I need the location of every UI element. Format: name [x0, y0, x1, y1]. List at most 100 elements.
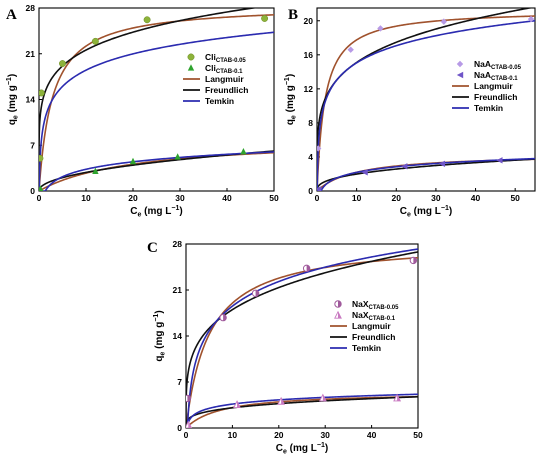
x-tick-label: 50 — [510, 193, 520, 203]
temkin-fit-curve-2 — [39, 151, 274, 191]
freundlich-fit-curve-1 — [186, 251, 418, 422]
legend-entry: NaACTAB-0.1 — [474, 70, 518, 82]
x-axis-label: Ce (mg L−1) — [276, 442, 328, 456]
x-tick-label: 30 — [320, 430, 330, 440]
panel-a: A 0 10 20 30 40 50 0 7 14 21 28 Ce (mg L−1) qe (mg g−… — [6, 3, 279, 219]
legend-entry: NaXCTAB-0.1 — [352, 310, 396, 322]
panel-c: C 0 10 20 30 40 50 0 7 14 21 28 Ce (mg L−1) qe (mg g−… — [147, 239, 423, 456]
data-point-series-1 — [347, 46, 354, 53]
freundlich-fit-curve-1 — [39, 8, 259, 172]
x-tick-label: 10 — [228, 430, 238, 440]
data-point-series-2 — [174, 153, 181, 160]
data-point-series-1 — [39, 154, 44, 162]
x-tick-label: 10 — [81, 193, 91, 203]
legend-marker — [187, 53, 195, 61]
y-axis-label: qe (mg g−1) — [284, 74, 298, 125]
data-point-series-1 — [409, 256, 418, 265]
panel-letter: A — [6, 7, 17, 23]
legend-entry: CliCTAB-0.05 — [205, 52, 246, 64]
legend-marker — [334, 310, 342, 319]
temkin-fit-curve-1 — [39, 31, 274, 191]
x-tick-label: 50 — [269, 193, 279, 203]
legend-entry: NaXCTAB-0.05 — [352, 299, 399, 311]
temkin-fit-curve-2 — [317, 157, 535, 191]
data-point-series-2 — [318, 393, 327, 402]
x-tick-label: 0 — [184, 430, 189, 440]
data-point-series-2 — [39, 185, 44, 191]
y-tick-label: 12 — [304, 84, 314, 94]
legend-entry: Langmuir — [352, 321, 391, 331]
x-tick-label: 40 — [471, 193, 481, 203]
y-axis-label: qe (mg g−1) — [153, 310, 167, 361]
data-point-series-2 — [393, 393, 402, 402]
panel-letter: C — [147, 240, 158, 256]
y-tick-label: 0 — [177, 423, 182, 433]
data-point-series-2 — [438, 160, 446, 167]
y-tick-label: 8 — [308, 118, 313, 128]
x-tick-label: 20 — [128, 193, 138, 203]
legend-entry: Freundlich — [205, 85, 248, 95]
data-point-series-2 — [496, 157, 503, 164]
freundlich-fit-curve-2 — [39, 150, 274, 191]
legend-entry: Temkin — [352, 343, 381, 353]
data-point-series-1 — [39, 89, 45, 97]
y-tick-label: 7 — [177, 377, 182, 387]
x-axis-label: Ce (mg L−1) — [130, 205, 182, 219]
plot-area — [186, 248, 418, 428]
y-tick-label: 20 — [304, 16, 314, 26]
y-tick-label: 28 — [26, 3, 36, 13]
data-point-series-1 — [186, 394, 192, 403]
x-tick-label: 0 — [37, 193, 42, 203]
freundlich-fit-curve-2 — [186, 395, 418, 428]
legend-marker — [187, 64, 195, 71]
x-tick-label: 30 — [175, 193, 185, 203]
y-tick-label: 4 — [308, 152, 313, 162]
x-axis-label: Ce (mg L−1) — [400, 205, 452, 219]
langmuir-fit-curve-2 — [186, 395, 418, 428]
data-point-series-2 — [92, 167, 99, 174]
data-point-series-2 — [129, 157, 137, 165]
y-tick-label: 14 — [26, 95, 36, 105]
legend-marker — [334, 300, 342, 308]
y-tick-label: 0 — [30, 186, 35, 196]
x-tick-label: 20 — [274, 430, 284, 440]
legend: NaXCTAB-0.05NaXCTAB-0.1LangmuirFreundlic… — [330, 299, 399, 353]
data-point-series-1 — [377, 25, 384, 32]
legend-entry: Langmuir — [205, 74, 244, 84]
x-tick-label: 30 — [431, 193, 441, 203]
y-tick-label: 0 — [308, 186, 313, 196]
y-tick-label: 28 — [173, 239, 183, 249]
x-tick-label: 0 — [315, 193, 320, 203]
data-point-series-2 — [240, 147, 247, 155]
x-tick-label: 40 — [222, 193, 232, 203]
data-point-series-1 — [59, 60, 66, 68]
x-tick-label: 20 — [392, 193, 402, 203]
data-point-series-1 — [440, 18, 448, 25]
legend-entry: Langmuir — [474, 81, 513, 91]
legend-entry: Temkin — [474, 103, 503, 113]
legend-entry: Freundlich — [474, 92, 517, 102]
temkin-fit-curve-2 — [186, 393, 418, 428]
panel-letter: B — [288, 7, 298, 23]
data-point-series-1 — [317, 145, 322, 152]
data-point-series-1 — [219, 313, 227, 322]
data-point-series-2 — [361, 169, 368, 176]
data-point-series-1 — [261, 15, 269, 22]
data-point-series-1 — [302, 264, 311, 273]
data-point-series-2 — [401, 163, 408, 170]
y-tick-label: 21 — [26, 49, 36, 59]
freundlich-fit-curve-1 — [317, 8, 534, 180]
data-point-series-2 — [277, 396, 286, 405]
y-tick-label: 16 — [304, 50, 314, 60]
legend: CliCTAB-0.05CliCTAB-0.1LangmuirFreundlic… — [183, 52, 248, 106]
langmuir-fit-curve-1 — [186, 256, 418, 428]
y-axis-label: qe (mg g−1) — [6, 74, 20, 125]
x-tick-label: 40 — [367, 430, 377, 440]
data-point-series-2 — [186, 420, 193, 428]
legend-entry: Freundlich — [352, 332, 395, 342]
data-point-series-2 — [317, 186, 322, 191]
data-point-series-1 — [527, 15, 535, 23]
x-tick-label: 10 — [352, 193, 362, 203]
langmuir-fit-curve-1 — [39, 14, 274, 191]
